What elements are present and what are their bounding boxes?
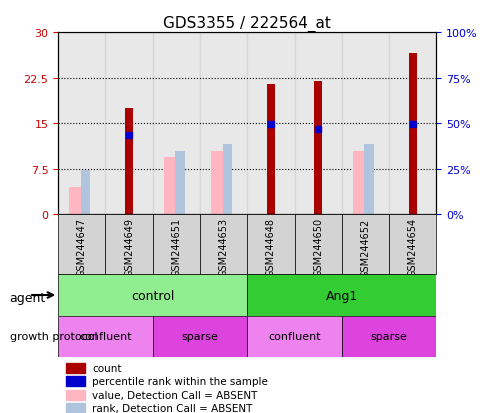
Text: GSM244647: GSM244647 — [82, 218, 91, 277]
Bar — [125, 109, 133, 215]
Bar — [408, 54, 416, 215]
FancyBboxPatch shape — [247, 215, 294, 275]
FancyBboxPatch shape — [58, 275, 247, 316]
FancyBboxPatch shape — [58, 215, 105, 275]
Text: GSM244651: GSM244651 — [176, 218, 186, 277]
Text: GSM244653: GSM244653 — [223, 218, 233, 277]
FancyBboxPatch shape — [388, 215, 436, 275]
Text: sparse: sparse — [370, 332, 407, 342]
Bar — [66, 363, 85, 373]
Bar — [341, 33, 388, 215]
Bar — [352, 151, 370, 215]
Bar — [363, 145, 373, 215]
Text: rank, Detection Call = ABSENT: rank, Detection Call = ABSENT — [92, 403, 252, 413]
Bar — [152, 33, 199, 215]
FancyBboxPatch shape — [199, 215, 247, 275]
Text: GSM244647: GSM244647 — [76, 218, 87, 277]
Bar — [164, 157, 182, 215]
Text: confluent: confluent — [79, 332, 132, 342]
Text: GSM244649: GSM244649 — [129, 218, 139, 277]
Text: GSM244651: GSM244651 — [171, 218, 181, 277]
Text: GSM244654: GSM244654 — [407, 218, 417, 277]
FancyBboxPatch shape — [58, 316, 152, 357]
Bar — [388, 33, 436, 215]
FancyBboxPatch shape — [152, 316, 247, 357]
Bar — [266, 85, 274, 215]
Text: growth protocol: growth protocol — [10, 332, 97, 342]
Bar — [175, 151, 184, 215]
Text: GSM244650: GSM244650 — [318, 218, 328, 277]
Bar — [314, 81, 322, 215]
Text: sparse: sparse — [181, 332, 218, 342]
Text: GSM244649: GSM244649 — [124, 218, 134, 277]
Title: GDS3355 / 222564_at: GDS3355 / 222564_at — [163, 16, 331, 32]
FancyBboxPatch shape — [152, 215, 199, 275]
FancyBboxPatch shape — [247, 275, 436, 316]
Bar — [199, 33, 247, 215]
Text: count: count — [92, 363, 121, 373]
Bar — [294, 33, 341, 215]
Bar — [105, 33, 152, 215]
Text: GSM244652: GSM244652 — [360, 218, 370, 277]
Bar — [222, 145, 231, 215]
Bar — [80, 171, 90, 215]
Text: percentile rank within the sample: percentile rank within the sample — [92, 376, 268, 386]
Bar — [211, 151, 228, 215]
Bar — [247, 33, 294, 215]
Bar — [66, 404, 85, 413]
Text: GSM244648: GSM244648 — [265, 218, 275, 277]
Text: GSM244648: GSM244648 — [271, 218, 280, 277]
Text: value, Detection Call = ABSENT: value, Detection Call = ABSENT — [92, 390, 257, 400]
Text: Ang1: Ang1 — [325, 289, 357, 302]
Text: GSM244654: GSM244654 — [412, 218, 422, 277]
Bar — [69, 188, 87, 215]
Text: GSM244652: GSM244652 — [365, 218, 375, 277]
Text: confluent: confluent — [268, 332, 320, 342]
FancyBboxPatch shape — [105, 215, 152, 275]
Text: GSM244653: GSM244653 — [218, 218, 228, 277]
FancyBboxPatch shape — [341, 316, 436, 357]
FancyBboxPatch shape — [294, 215, 341, 275]
Bar — [58, 33, 105, 215]
FancyBboxPatch shape — [247, 316, 341, 357]
Bar — [66, 390, 85, 400]
Text: control: control — [131, 289, 174, 302]
Text: GSM244650: GSM244650 — [313, 218, 323, 277]
Text: agent: agent — [10, 291, 46, 304]
Bar — [66, 377, 85, 386]
FancyBboxPatch shape — [341, 215, 388, 275]
